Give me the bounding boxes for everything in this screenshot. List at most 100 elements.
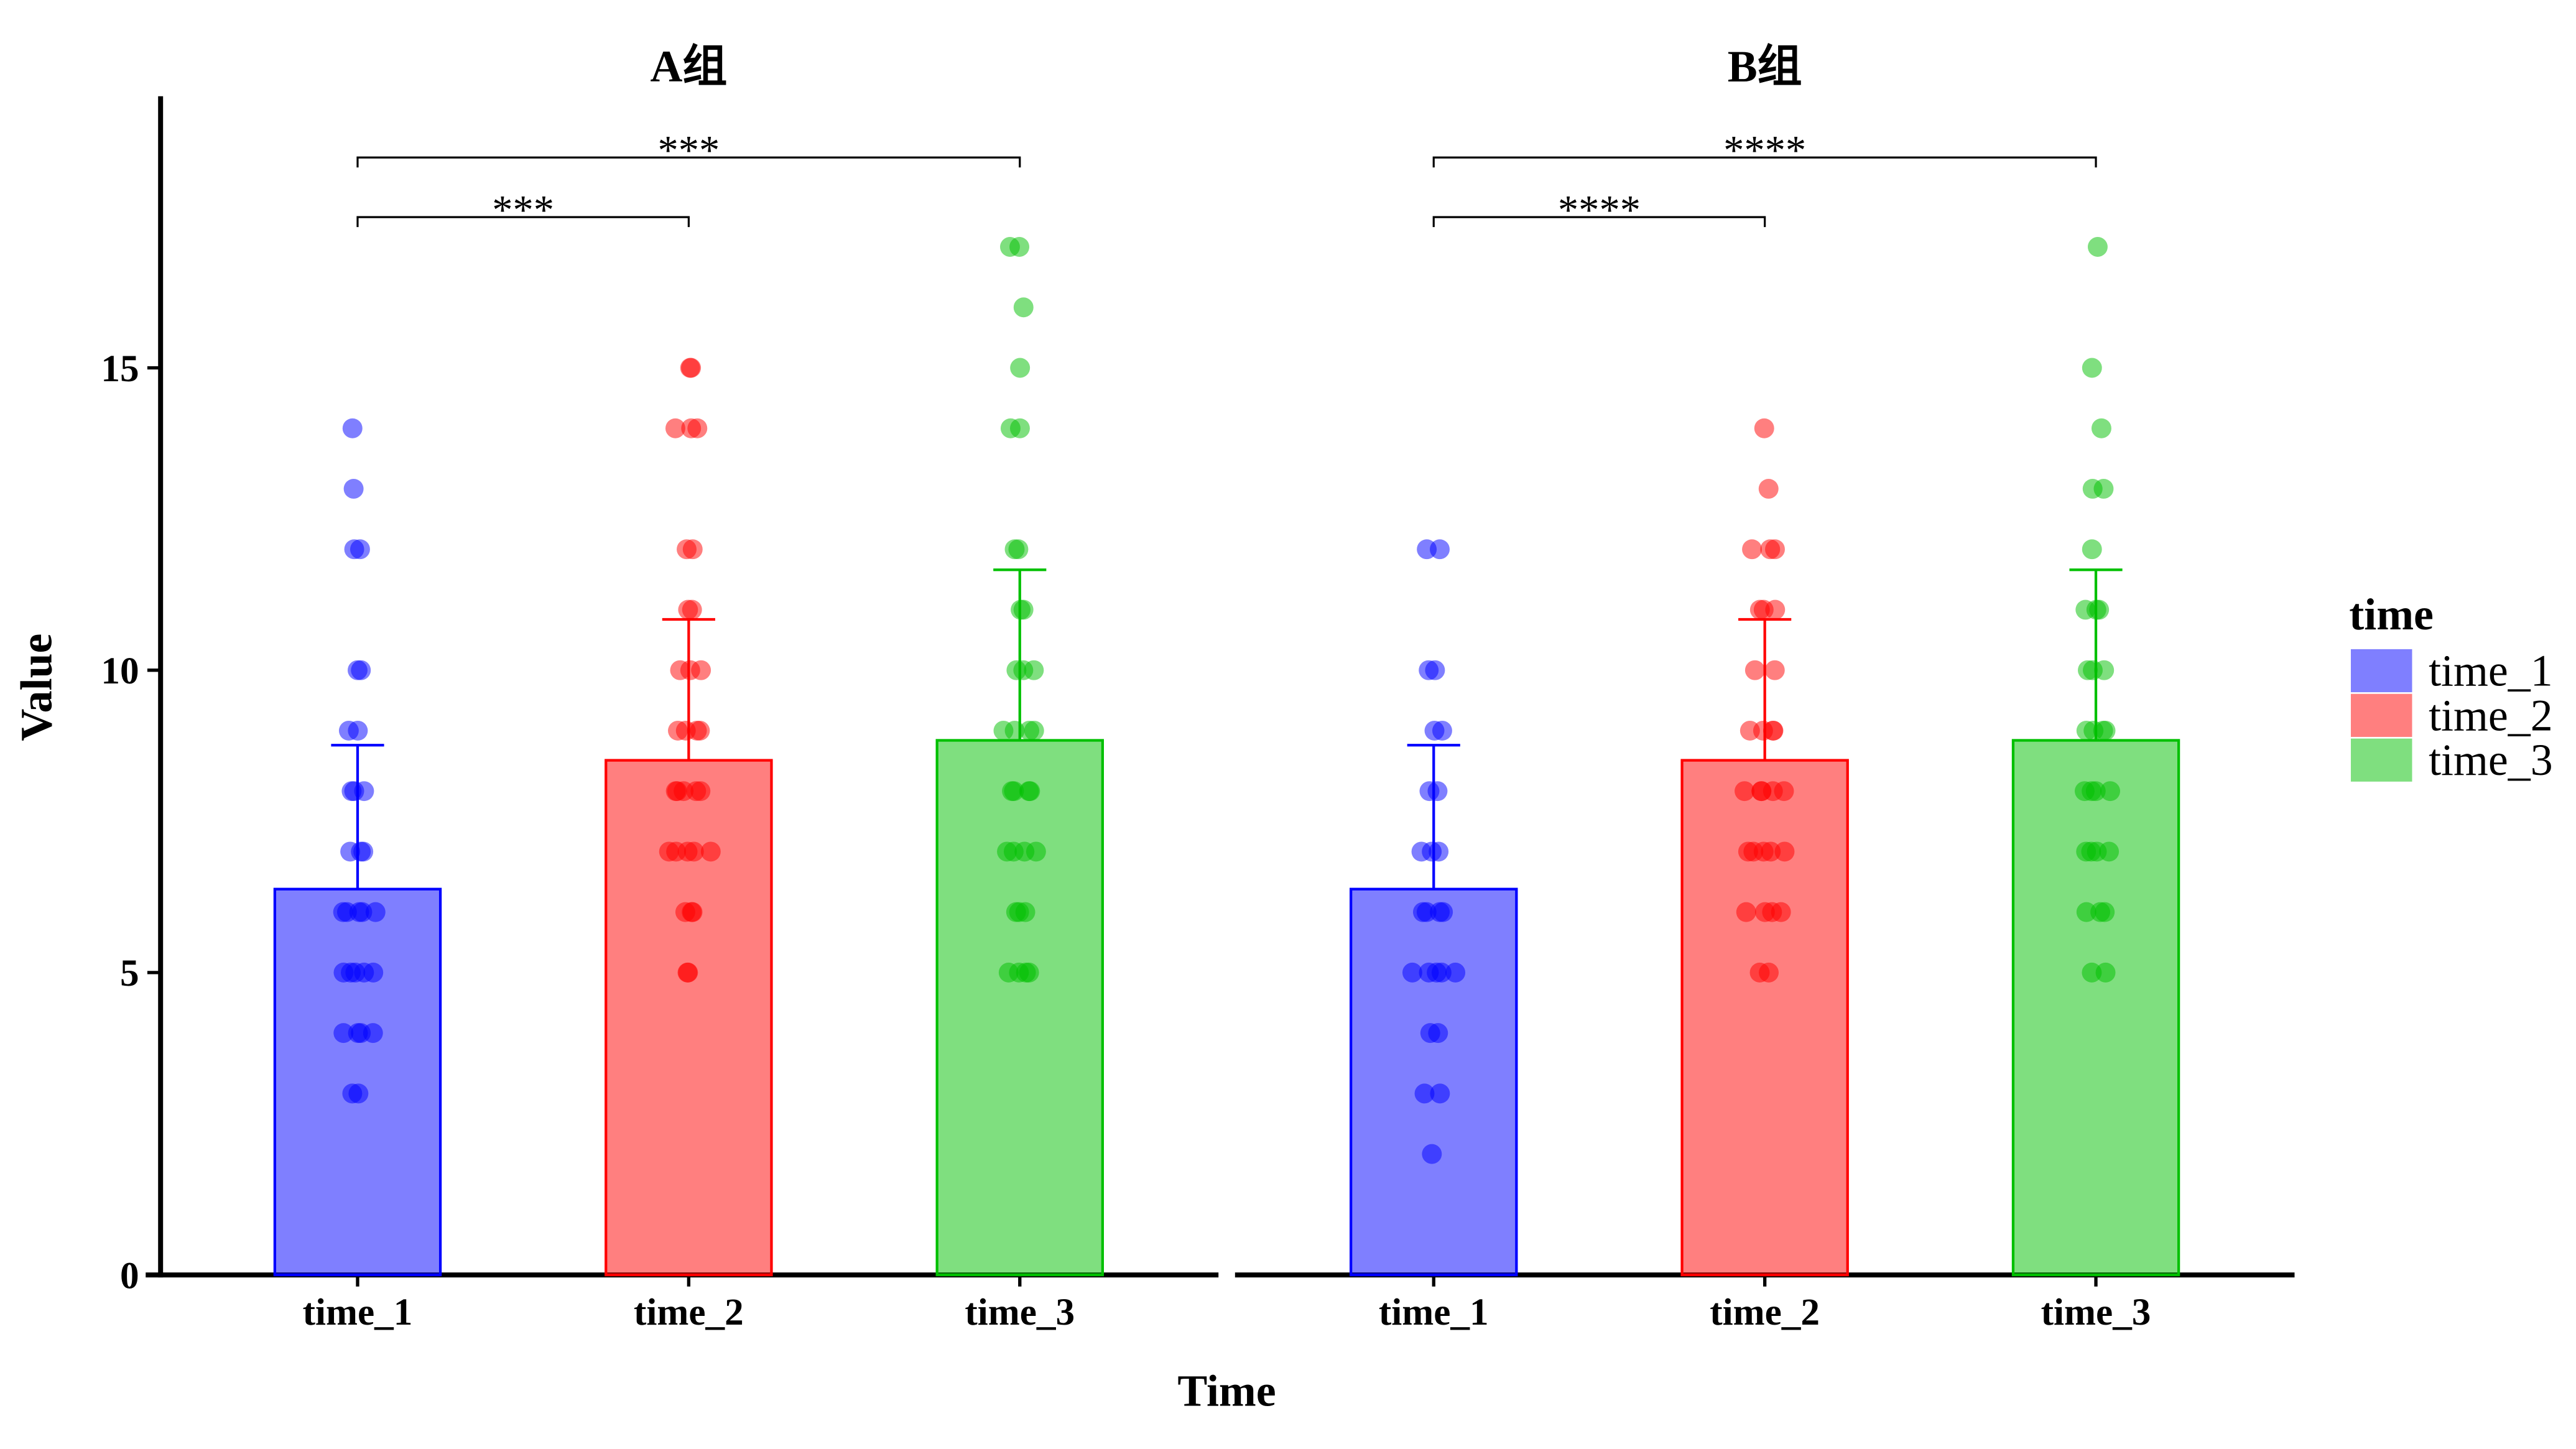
data-point-time-2 <box>1736 902 1756 922</box>
data-point-time-2 <box>1764 660 1785 680</box>
data-point-time-2 <box>682 902 703 922</box>
data-point-time-3 <box>1015 902 1035 922</box>
data-point-time-1 <box>343 478 364 499</box>
data-point-time-1 <box>1430 539 1450 560</box>
data-point-time-3 <box>1013 297 1034 318</box>
legend-label-time-2: time_2 <box>2429 690 2553 740</box>
data-point-time-2 <box>1744 660 1765 680</box>
data-point-time-3 <box>1019 962 1039 983</box>
data-point-time-3 <box>2089 600 2110 620</box>
data-point-time-3 <box>2082 962 2102 983</box>
data-point-time-2 <box>1758 478 1779 499</box>
facet-panel-a: time_1 time_2 time_3 *** *** <box>146 128 1219 1333</box>
data-point-time-1 <box>1433 902 1453 922</box>
x-axis-title: Time <box>1177 1366 1276 1415</box>
data-point-time-3 <box>2082 358 2102 378</box>
x-tick-label: time_3 <box>2041 1291 2151 1333</box>
x-tick-label: time_1 <box>303 1291 413 1333</box>
data-point-time-2 <box>682 539 703 560</box>
data-point-time-3 <box>2087 237 2108 257</box>
data-point-time-3 <box>1024 720 1044 741</box>
bar-time-1 <box>1350 887 1518 1277</box>
data-point-time-1 <box>363 1023 383 1044</box>
data-point-time-3 <box>1004 720 1025 741</box>
data-point-time-3 <box>2093 720 2113 741</box>
data-point-time-2 <box>691 660 711 680</box>
bar-time-3 <box>2011 739 2180 1277</box>
data-point-time-1 <box>342 418 363 438</box>
data-point-time-2 <box>1742 539 1763 560</box>
data-point-time-3 <box>2091 418 2111 438</box>
data-point-time-3 <box>2082 539 2102 560</box>
data-point-time-2 <box>1754 418 1774 438</box>
significance-bracket <box>1432 216 1766 228</box>
data-point-time-1 <box>351 660 371 680</box>
data-point-time-1 <box>1428 1023 1448 1044</box>
data-point-time-1 <box>1422 1144 1442 1164</box>
legend-label-time-3: time_3 <box>2429 735 2553 785</box>
data-point-time-3 <box>2095 902 2115 922</box>
data-point-time-3 <box>2093 478 2114 499</box>
data-point-time-1 <box>1431 962 1452 983</box>
x-tick-label: time_2 <box>634 1291 744 1333</box>
legend-key-time-1 <box>2350 649 2412 693</box>
data-point-time-3 <box>1013 600 1034 620</box>
legend-key-time-2 <box>2350 693 2412 737</box>
data-point-time-2 <box>1765 600 1786 620</box>
significance-label: *** <box>657 128 720 174</box>
data-point-time-2 <box>1761 841 1781 862</box>
data-point-time-3 <box>2095 962 2116 983</box>
data-point-time-2 <box>665 418 685 438</box>
data-point-time-1 <box>1445 962 1466 983</box>
y-axis: 0 5 10 15 <box>101 96 164 1297</box>
data-point-time-1 <box>1432 720 1452 741</box>
data-point-time-3 <box>2099 841 2120 862</box>
data-point-time-2 <box>681 358 702 378</box>
significance-label: *** <box>492 188 554 233</box>
bar-time-2 <box>605 759 773 1277</box>
x-tick-label: time_1 <box>1379 1291 1489 1333</box>
data-point-time-2 <box>690 781 711 802</box>
data-point-time-2 <box>677 962 698 983</box>
data-point-time-3 <box>1010 358 1031 378</box>
data-point-time-1 <box>348 720 368 741</box>
bar-time-2 <box>1680 759 1849 1277</box>
data-point-time-2 <box>1774 781 1794 802</box>
data-point-time-1 <box>333 1023 354 1044</box>
data-point-time-3 <box>2085 781 2106 802</box>
facet-title-b: B组 <box>1728 42 1802 91</box>
data-point-time-1 <box>354 781 374 802</box>
data-point-time-3 <box>1009 418 1030 438</box>
data-point-time-1 <box>1425 660 1445 680</box>
data-point-time-2 <box>1774 841 1795 862</box>
y-tick-label: 10 <box>101 650 139 692</box>
data-point-time-3 <box>1009 237 1030 257</box>
data-point-time-3 <box>2094 660 2115 680</box>
y-tick-label: 0 <box>120 1254 139 1297</box>
x-tick-label: time_2 <box>1710 1291 1820 1333</box>
legend-key-time-3 <box>2350 738 2412 782</box>
data-point-time-2 <box>1765 539 1785 560</box>
data-point-time-3 <box>1026 841 1046 862</box>
data-point-time-2 <box>700 841 721 862</box>
y-axis-title: Value <box>12 634 62 741</box>
data-point-time-2 <box>683 841 704 862</box>
x-tick-label: time_3 <box>965 1291 1075 1333</box>
data-point-time-2 <box>1735 781 1755 802</box>
data-point-time-3 <box>2076 902 2096 922</box>
data-point-time-2 <box>690 720 710 741</box>
data-point-time-1 <box>1429 841 1449 862</box>
significance-bracket <box>356 216 690 228</box>
bar-time-3 <box>935 739 1104 1277</box>
data-point-time-2 <box>1759 962 1779 983</box>
data-point-time-1 <box>363 962 384 983</box>
bar-time-1 <box>273 887 442 1277</box>
significance-label: **** <box>1558 188 1641 233</box>
data-point-time-1 <box>1427 781 1448 802</box>
data-point-time-2 <box>687 418 708 438</box>
y-tick-label: 5 <box>120 952 139 994</box>
data-point-time-1 <box>1402 962 1422 983</box>
data-point-time-3 <box>1008 539 1029 560</box>
legend-title: time <box>2349 590 2434 639</box>
